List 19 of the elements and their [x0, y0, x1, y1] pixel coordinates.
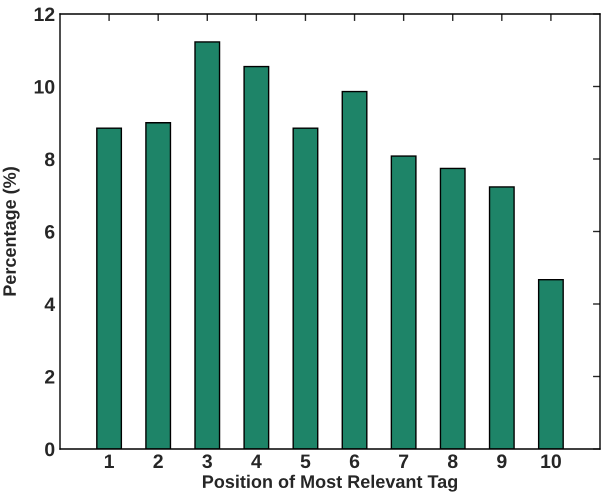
- x-tick-label: 3: [202, 454, 212, 468]
- y-tick-label: 4: [44, 298, 56, 312]
- x-tick-label: 8: [448, 454, 458, 468]
- y-tick-label: 8: [44, 152, 55, 166]
- x-tick-label: 10: [541, 454, 561, 468]
- y-axis-title: Percentage (%): [2, 167, 20, 296]
- x-tick-label: 7: [399, 454, 408, 468]
- x-axis-title: Position of Most Relevant Tag: [202, 474, 458, 492]
- x-tick-label: 2: [153, 454, 163, 468]
- x-tick-label: 9: [497, 454, 507, 468]
- x-tick-label: 4: [251, 454, 262, 468]
- x-tick-label: 1: [104, 454, 114, 468]
- y-tick-label: 2: [45, 370, 54, 384]
- x-tick-label: 6: [350, 454, 360, 468]
- y-tick-label: 6: [45, 224, 54, 239]
- y-tick-label: 10: [34, 80, 54, 94]
- y-tick-label: 12: [34, 7, 54, 22]
- x-tick-label: 5: [300, 454, 310, 468]
- y-tick-label: 0: [45, 442, 54, 456]
